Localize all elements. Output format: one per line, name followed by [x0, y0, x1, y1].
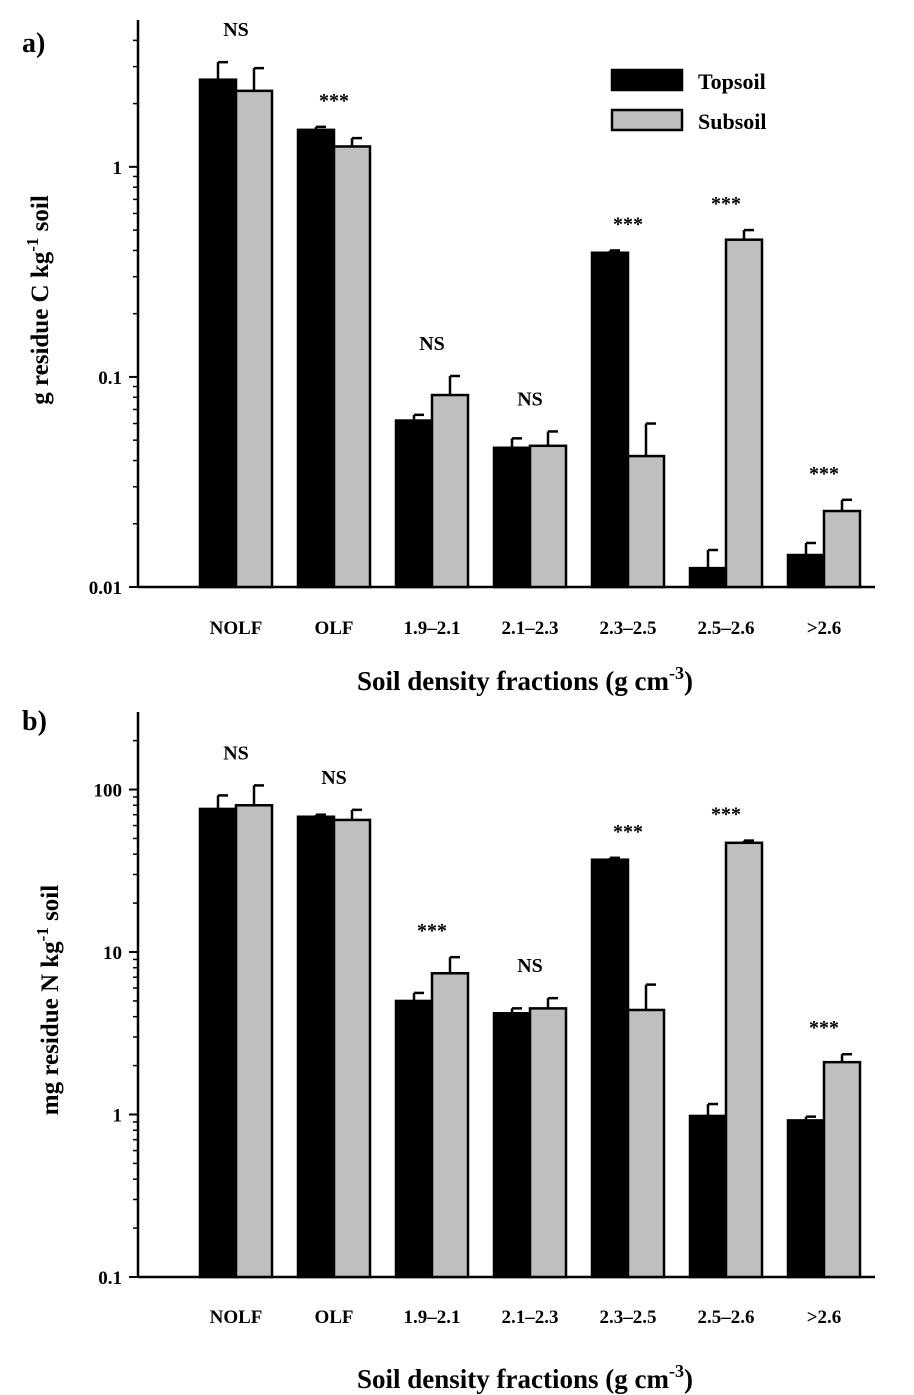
y-axis-title-unit: soil [37, 885, 64, 927]
panel-label: a) [22, 28, 45, 59]
significance-label: *** [319, 90, 349, 112]
bar-subsoil [528, 1007, 568, 1279]
significance-label: NS [223, 19, 249, 41]
bar-subsoil [528, 444, 568, 589]
legend-label-topsoil: Topsoil [698, 69, 766, 94]
y-axis-title-sup: -1 [33, 927, 52, 941]
bar-topsoil [198, 78, 238, 589]
category-label: NOLF [210, 1307, 263, 1328]
category-label: OLF [314, 1307, 353, 1328]
bar-topsoil [786, 1119, 826, 1279]
significance-label: NS [321, 767, 347, 789]
y-tick-label: 0.1 [98, 1268, 122, 1289]
bar-topsoil [590, 251, 630, 589]
bar-subsoil [822, 1060, 862, 1279]
significance-label: NS [517, 955, 543, 977]
significance-label: *** [613, 821, 643, 843]
y-tick-label: 0.01 [89, 578, 122, 599]
significance-label: *** [809, 1017, 839, 1039]
bar-topsoil [688, 566, 728, 589]
bar-topsoil [492, 446, 532, 589]
bar-topsoil [688, 1114, 728, 1279]
bar-topsoil [590, 858, 630, 1279]
category-label: 2.3–2.5 [600, 1307, 657, 1328]
bar-topsoil [394, 999, 434, 1279]
bar-subsoil [430, 972, 470, 1279]
y-axis-title: g residue C kg-1 soil [23, 195, 54, 405]
category-label: 2.3–2.5 [600, 618, 657, 639]
category-label: >2.6 [807, 618, 842, 639]
x-axis-title-close: ) [684, 1364, 693, 1394]
x-axis-title-close: ) [684, 666, 693, 696]
category-label: 2.1–2.3 [502, 618, 559, 639]
category-label: NOLF [210, 618, 263, 639]
y-tick-label: 0.1 [98, 368, 122, 389]
significance-label: NS [419, 333, 445, 355]
y-axis-title-unit: soil [27, 195, 54, 237]
category-label: OLF [314, 618, 353, 639]
y-axis-title-sup: -1 [23, 238, 42, 252]
legend-swatch-subsoil [610, 108, 684, 132]
legend-label-subsoil: Subsoil [698, 109, 767, 134]
bar-subsoil [724, 238, 764, 589]
significance-label: NS [517, 388, 543, 410]
category-label: 1.9–2.1 [404, 1307, 461, 1328]
category-label: >2.6 [807, 1307, 842, 1328]
legend-swatch-topsoil [610, 68, 684, 92]
bar-subsoil [822, 509, 862, 589]
category-label: 2.5–2.6 [698, 1307, 755, 1328]
bar-subsoil [430, 393, 470, 589]
x-axis-title-sup: -3 [669, 663, 684, 683]
y-tick-label: 10 [103, 943, 122, 964]
bar-topsoil [296, 815, 336, 1279]
bar-subsoil [234, 804, 274, 1279]
x-axis-title: Soil density fractions (g cm-3) [357, 663, 693, 696]
significance-label: NS [223, 742, 249, 764]
significance-label: *** [711, 804, 741, 826]
y-tick-label: 1 [113, 158, 123, 179]
bar-subsoil [626, 454, 666, 589]
significance-label: *** [711, 193, 741, 215]
bar-subsoil [724, 841, 764, 1279]
panel-b: b) 0.1 1 10 100 NS NOLF NS OLF *** 1.9–2.1 NS 2.1–2.… [22, 706, 875, 1394]
panel-a: a) 0.01 0.1 1 NS NOLF *** OLF NS 1.9–2.1 NS 2.1–2.3… [22, 19, 875, 696]
bar-subsoil [332, 145, 372, 589]
y-axis-title-main: mg residue N kg [37, 941, 64, 1115]
bar-topsoil [492, 1011, 532, 1279]
y-tick-label: 1 [113, 1106, 123, 1127]
significance-label: *** [613, 213, 643, 235]
x-axis-title: Soil density fractions (g cm-3) [357, 1361, 693, 1394]
bar-topsoil [394, 419, 434, 589]
x-axis-title-main: Soil density fractions (g cm [357, 1364, 669, 1394]
bar-topsoil [786, 553, 826, 589]
significance-label: *** [417, 920, 447, 942]
panel-label: b) [22, 706, 47, 737]
significance-label: *** [809, 463, 839, 485]
y-axis-title: mg residue N kg-1 soil [33, 885, 64, 1115]
category-label: 2.5–2.6 [698, 618, 755, 639]
category-label: 1.9–2.1 [404, 618, 461, 639]
x-axis-title-main: Soil density fractions (g cm [357, 666, 669, 696]
y-axis-title-main: g residue C kg [27, 251, 54, 405]
bar-subsoil [332, 818, 372, 1279]
bar-topsoil [296, 128, 336, 589]
bar-subsoil [626, 1008, 666, 1279]
x-axis-title-sup: -3 [669, 1361, 684, 1381]
y-tick-label: 100 [94, 781, 123, 802]
bar-topsoil [198, 807, 238, 1279]
bar-subsoil [234, 89, 274, 589]
category-label: 2.1–2.3 [502, 1307, 559, 1328]
